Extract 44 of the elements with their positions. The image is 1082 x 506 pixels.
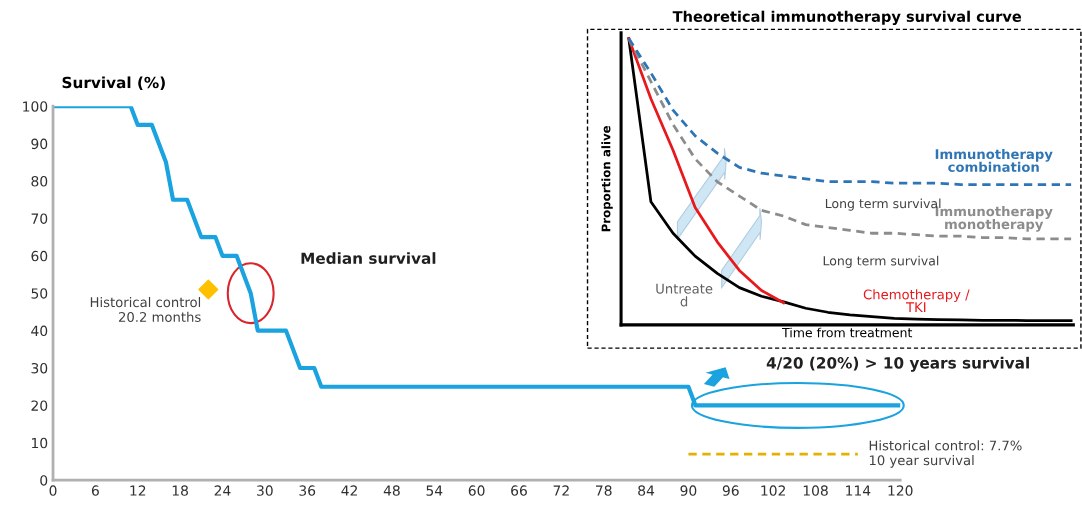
x-tick-label: 24 — [214, 485, 231, 496]
series-label: Historical control 20.2 months — [90, 296, 201, 322]
annotation: Long term survival — [823, 255, 939, 268]
y-tick-label: 80 — [31, 176, 48, 187]
x-tick-label: 84 — [638, 485, 655, 496]
x-tick-label: 36 — [299, 485, 316, 496]
y-tick-label: 100 — [23, 101, 48, 112]
x-tick-label: 78 — [596, 485, 612, 496]
y-axis-title: Survival (%) — [62, 76, 165, 91]
x-tick-label: 108 — [803, 485, 828, 496]
text: Chemotherapy / TKI — [863, 289, 970, 312]
y-tick-label: 20 — [31, 400, 48, 411]
y-tick-label: 40 — [31, 325, 48, 337]
x-tick-label: 6 — [91, 485, 99, 496]
x-tick-label: 0 — [49, 485, 57, 496]
y-tick-label: 30 — [31, 362, 48, 374]
x-tick-label: 30 — [257, 485, 273, 496]
y-axis-title: Proportion alive — [601, 125, 613, 232]
annotation: Median survival — [301, 252, 436, 265]
x-tick-label: 18 — [172, 485, 188, 496]
y-tick-label: 70 — [31, 213, 48, 224]
x-axis-title: Time from treatment — [782, 327, 913, 338]
y-tick-label: 90 — [31, 138, 48, 150]
x-tick-label: 66 — [511, 485, 527, 496]
series-label: Immunotherapy combination — [935, 148, 1053, 172]
x-tick-label: 90 — [680, 485, 697, 496]
x-tick-label: 96 — [722, 485, 739, 496]
x-tick-label: 42 — [341, 485, 357, 496]
annotation: 4/20 (20%) > 10 years survival — [766, 356, 1029, 372]
y-tick-label: 50 — [31, 288, 48, 299]
x-tick-label: 72 — [553, 485, 569, 496]
series-label: Untreate d — [656, 283, 713, 307]
x-tick-label: 120 — [888, 485, 913, 496]
y-tick-label: 10 — [32, 437, 48, 449]
series-label: Historical control: 7.7% 10 year survival — [869, 440, 1022, 468]
x-tick-label: 114 — [846, 485, 871, 496]
x-tick-label: 12 — [130, 485, 146, 496]
y-tick-label: 0 — [40, 475, 48, 486]
chart-title: Theoretical immunotherapy survival curve — [672, 10, 1022, 25]
x-tick-label: 54 — [426, 485, 443, 496]
y-tick-label: 60 — [31, 250, 48, 262]
x-tick-label: 48 — [383, 485, 400, 496]
x-tick-label: 60 — [468, 485, 485, 496]
x-tick-label: 102 — [761, 485, 786, 496]
